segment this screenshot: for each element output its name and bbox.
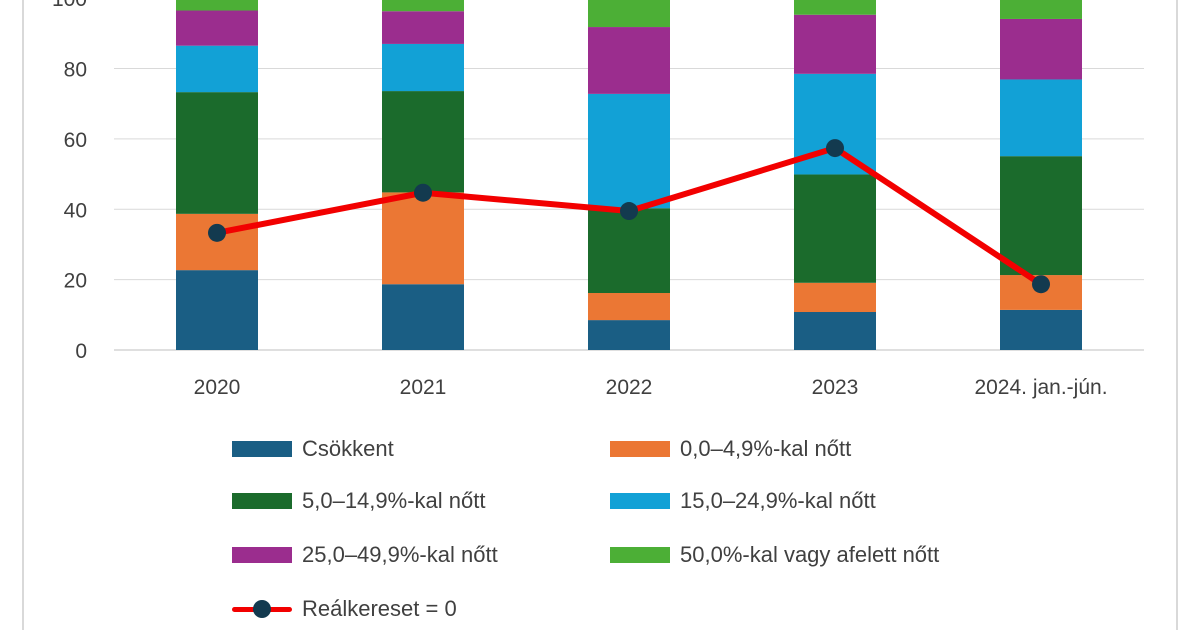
legend-label-50-plus: 50,0%-kal vagy afelett nőtt [680,542,940,567]
y-tick-label-20: 20 [64,270,87,293]
line-point-2020 [208,223,226,242]
legend-label-5-14-9: 5,0–14,9%-kal nőtt [302,488,486,513]
bar-2021-series-4 [382,11,464,44]
legend-item-realkereset: Reálkereset = 0 [232,596,457,622]
bars [176,0,1082,350]
legend-label-realkereset: Reálkereset = 0 [302,596,457,621]
x-tick-label-2021: 2021 [400,376,447,399]
x-tick-label-2020: 2020 [194,376,241,399]
bar-2022-series-4 [588,27,670,94]
bar-2023-series-5 [794,0,876,15]
bar-2024-jan-j-n-series-3 [1000,79,1082,157]
legend-line-marker [253,600,271,618]
bar-2022-series-3 [588,93,670,209]
legend-line-key [232,596,292,622]
x-tick-label-2023: 2023 [812,376,859,399]
bar-2020-series-3 [176,45,258,93]
line-point-2022 [620,202,638,221]
legend-item-csokkent: Csökkent [232,436,394,462]
bar-2023-series-1 [794,282,876,313]
x-tick-label-2024-jan-j-n: 2024. jan.-jún. [974,376,1107,399]
x-tick-label-2022: 2022 [606,376,653,399]
bar-2020-series-4 [176,10,258,46]
bar-2022-series-1 [588,293,670,321]
bar-2020-series-5 [176,0,258,11]
legend-label-csokkent: Csökkent [302,436,394,461]
bar-2020-series-1 [176,213,258,271]
bar-2024-jan-j-n-series-4 [1000,18,1082,80]
legend-item-15-24-9: 15,0–24,9%-kal nőtt [610,488,876,514]
legend-item-50-plus: 50,0%-kal vagy afelett nőtt [610,542,939,568]
y-tick-label-0: 0 [75,340,87,363]
bar-2022-series-0 [588,320,670,350]
legend-item-25-49-9: 25,0–49,9%-kal nőtt [232,542,498,568]
line-point-2023 [826,139,844,158]
bar-2021-series-3 [382,43,464,92]
legend-item-0-4-9: 0,0–4,9%-kal nőtt [610,436,851,462]
bar-2022-series-5 [588,0,670,28]
legend-swatch-15-24-9 [610,493,670,509]
y-tick-label-100: 100 [52,0,87,11]
legend-item-5-14-9: 5,0–14,9%-kal nőtt [232,488,485,514]
legend-label-25-49-9: 25,0–49,9%-kal nőtt [302,542,498,567]
bar-2022-series-2 [588,208,670,294]
legend-swatch-25-49-9 [232,547,292,563]
legend-swatch-5-14-9 [232,493,292,509]
bar-2020-series-2 [176,92,258,214]
legend-swatch-50-plus [610,547,670,563]
bar-2021-series-2 [382,91,464,193]
y-axis-labels: 0 20 40 60 80 100 [52,0,87,363]
frame-right-border [1176,0,1178,630]
bar-2021-series-0 [382,284,464,350]
bar-2024-jan-j-n-series-2 [1000,156,1082,276]
bar-2024-jan-j-n-series-0 [1000,309,1082,350]
bar-2024-jan-j-n-series-5 [1000,0,1082,19]
line-point-2024-jan-j-n [1032,275,1050,294]
legend-swatch-0-4-9 [610,441,670,457]
legend-label-15-24-9: 15,0–24,9%-kal nőtt [680,488,876,513]
bar-2021-series-1 [382,192,464,285]
bar-2023-series-4 [794,14,876,74]
line-series [208,139,1050,294]
legend-label-0-4-9: 0,0–4,9%-kal nőtt [680,436,852,461]
y-tick-label-60: 60 [64,129,87,152]
frame-left-border [22,0,24,630]
bar-2021-series-5 [382,0,464,12]
stacked-bar-chart: 0 20 40 60 80 100 2020 2021 2022 2023 2024. jan.-… [52,0,1144,399]
y-tick-label-80: 80 [64,59,87,82]
bar-2023-series-0 [794,312,876,350]
bar-2020-series-0 [176,270,258,350]
y-tick-label-40: 40 [64,199,87,222]
x-axis-labels: 2020 2021 2022 2023 2024. jan.-jún. [194,376,1108,399]
bar-2023-series-2 [794,174,876,283]
legend-swatch-csokkent [232,441,292,457]
line-point-2021 [414,183,432,202]
legend: Csökkent 0,0–4,9%-kal nőtt 5,0–14,9%-kal… [232,432,1052,630]
